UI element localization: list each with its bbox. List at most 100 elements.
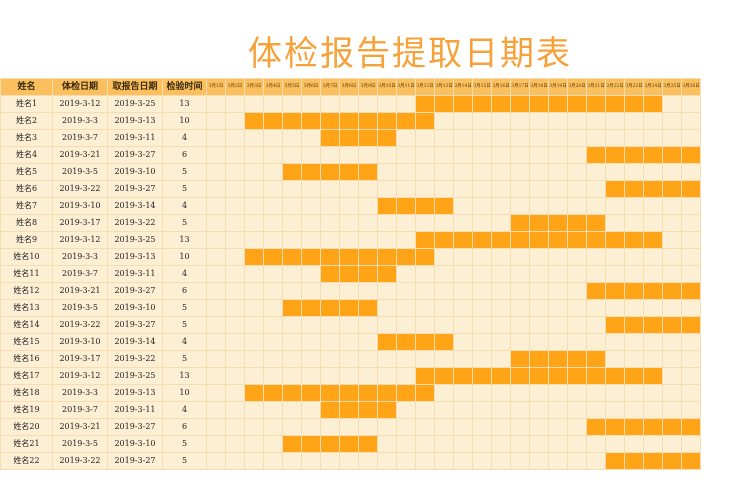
gantt-empty-cell <box>225 112 245 130</box>
gantt-empty-cell <box>491 350 511 368</box>
gantt-bar-cell <box>643 146 663 164</box>
exam-date-cell: 2019-3-12 <box>52 95 108 113</box>
gantt-bar-cell <box>396 384 416 402</box>
gantt-empty-cell <box>339 418 359 436</box>
gantt-empty-cell <box>643 299 663 317</box>
gantt-empty-cell <box>206 384 226 402</box>
gantt-empty-cell <box>396 401 416 419</box>
gantt-empty-cell <box>282 333 302 351</box>
gantt-empty-cell <box>358 452 378 470</box>
gantt-empty-cell <box>206 231 226 249</box>
gantt-empty-cell <box>358 197 378 215</box>
gantt-empty-cell <box>510 418 530 436</box>
gantt-empty-cell <box>453 265 473 283</box>
gantt-empty-cell <box>491 384 511 402</box>
gantt-empty-cell <box>206 95 226 113</box>
gantt-bar-cell <box>396 333 416 351</box>
page-title: 体检报告提取日期表 <box>248 34 572 74</box>
duration-cell: 5 <box>162 452 207 470</box>
gantt-empty-cell <box>263 418 283 436</box>
day-header: 3月25日 <box>662 78 682 96</box>
day-header: 3月21日 <box>586 78 606 96</box>
gantt-bar-cell <box>605 316 625 334</box>
gantt-empty-cell <box>662 401 682 419</box>
gantt-empty-cell <box>472 418 492 436</box>
gantt-bar-cell <box>510 214 530 232</box>
duration-cell: 5 <box>162 316 207 334</box>
gantt-empty-cell <box>510 265 530 283</box>
gantt-bar-cell <box>282 112 302 130</box>
gantt-empty-cell <box>244 146 264 164</box>
name-cell: 姓名18 <box>0 384 53 402</box>
gantt-bar-cell <box>624 231 644 249</box>
gantt-empty-cell <box>491 418 511 436</box>
gantt-empty-cell <box>206 180 226 198</box>
gantt-bar-cell <box>643 180 663 198</box>
gantt-empty-cell <box>453 214 473 232</box>
exam-date-cell: 2019-3-3 <box>52 112 108 130</box>
name-cell: 姓名9 <box>0 231 53 249</box>
gantt-bar-cell <box>567 367 587 385</box>
gantt-empty-cell <box>339 146 359 164</box>
exam-date-cell: 2019-3-22 <box>52 452 108 470</box>
duration-cell: 5 <box>162 214 207 232</box>
gantt-bar-cell <box>529 95 549 113</box>
gantt-empty-cell <box>396 350 416 368</box>
exam-date-cell: 2019-3-3 <box>52 384 108 402</box>
gantt-empty-cell <box>301 197 321 215</box>
gantt-empty-cell <box>225 418 245 436</box>
gantt-empty-cell <box>643 197 663 215</box>
name-cell: 姓名14 <box>0 316 53 334</box>
pickup-date-cell: 2019-3-22 <box>107 350 163 368</box>
gantt-empty-cell <box>453 180 473 198</box>
gantt-empty-cell <box>662 299 682 317</box>
gantt-empty-cell <box>206 333 226 351</box>
gantt-empty-cell <box>491 180 511 198</box>
gantt-empty-cell <box>434 452 454 470</box>
gantt-empty-cell <box>681 163 701 181</box>
gantt-empty-cell <box>358 367 378 385</box>
gantt-empty-cell <box>320 282 340 300</box>
gantt-empty-cell <box>320 452 340 470</box>
day-header: 3月6日 <box>301 78 321 96</box>
gantt-bar-cell <box>301 163 321 181</box>
gantt-empty-cell <box>662 214 682 232</box>
gantt-empty-cell <box>339 214 359 232</box>
gantt-empty-cell <box>453 452 473 470</box>
gantt-empty-cell <box>681 333 701 351</box>
gantt-empty-cell <box>244 435 264 453</box>
gantt-empty-cell <box>491 248 511 266</box>
gantt-bar-cell <box>263 248 283 266</box>
gantt-empty-cell <box>415 435 435 453</box>
gantt-bar-cell <box>301 112 321 130</box>
gantt-empty-cell <box>301 350 321 368</box>
gantt-empty-cell <box>206 112 226 130</box>
gantt-bar-cell <box>434 95 454 113</box>
gantt-empty-cell <box>225 452 245 470</box>
pickup-date-cell: 2019-3-11 <box>107 129 163 147</box>
gantt-empty-cell <box>415 265 435 283</box>
pickup-date-cell: 2019-3-25 <box>107 95 163 113</box>
gantt-empty-cell <box>681 384 701 402</box>
gantt-empty-cell <box>206 418 226 436</box>
gantt-bar-cell <box>510 231 530 249</box>
gantt-empty-cell <box>681 248 701 266</box>
gantt-bar-cell <box>358 299 378 317</box>
gantt-empty-cell <box>624 214 644 232</box>
gantt-bar-cell <box>548 367 568 385</box>
gantt-empty-cell <box>510 333 530 351</box>
gantt-bar-cell <box>434 367 454 385</box>
gantt-empty-cell <box>643 350 663 368</box>
gantt-empty-cell <box>282 95 302 113</box>
duration-cell: 10 <box>162 384 207 402</box>
gantt-empty-cell <box>244 129 264 147</box>
gantt-empty-cell <box>586 435 606 453</box>
gantt-bar-cell <box>662 418 682 436</box>
gantt-bar-cell <box>529 350 549 368</box>
gantt-empty-cell <box>662 95 682 113</box>
gantt-empty-cell <box>510 248 530 266</box>
gantt-empty-cell <box>472 265 492 283</box>
gantt-empty-cell <box>358 146 378 164</box>
gantt-empty-cell <box>453 129 473 147</box>
duration-cell: 6 <box>162 282 207 300</box>
